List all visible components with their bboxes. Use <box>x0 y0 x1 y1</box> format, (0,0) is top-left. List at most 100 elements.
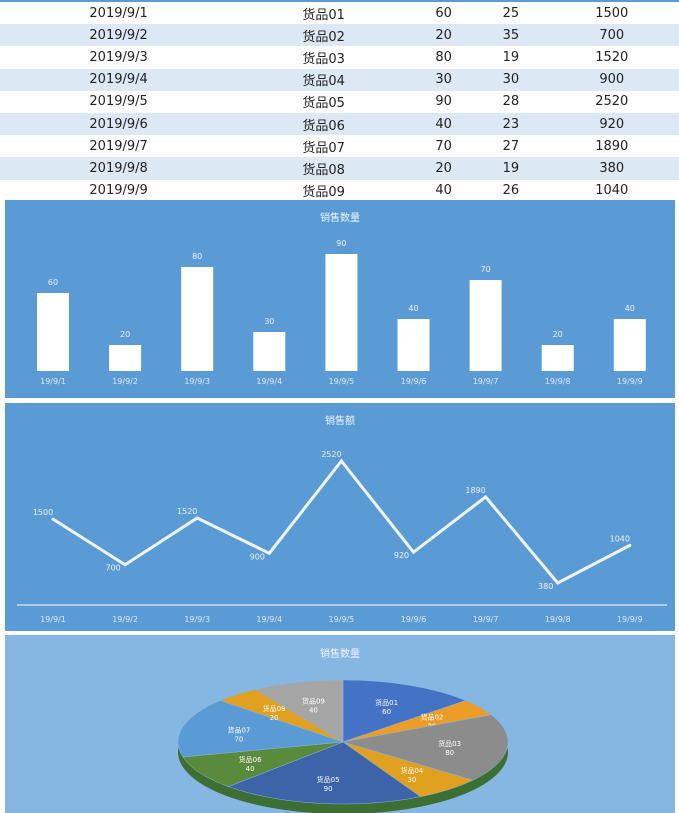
bar-category-label: 19/9/8 <box>545 377 571 386</box>
line-value-label: 920 <box>394 551 409 560</box>
pie-slice-label: 货品06 <box>239 755 262 764</box>
line-category-label: 19/9/6 <box>401 615 427 624</box>
table-cell: 40 <box>435 183 452 199</box>
line-series <box>52 458 631 585</box>
table-cell: 70 <box>435 138 452 154</box>
bar-value-label: 80 <box>192 252 202 261</box>
pie-slice <box>182 741 344 787</box>
table-cell: 20 <box>435 160 452 176</box>
line-value-label: 1040 <box>610 534 630 543</box>
table-row: 2019/9/1 货品01 60 25 1500 <box>0 0 679 25</box>
bar-value-label: 30 <box>264 317 274 326</box>
table-row: 2019/9/2 货品02 20 35 700 <box>0 24 679 47</box>
bar-category-label: 19/9/5 <box>329 377 355 386</box>
pie-chart-title: 销售数量 <box>320 647 360 660</box>
line-value-label: 1890 <box>465 486 485 495</box>
table-cell: 2019/9/2 <box>89 27 148 43</box>
bar-category-label: 19/9/9 <box>617 377 643 386</box>
bar-chart-title: 销售数量 <box>320 211 360 224</box>
bar <box>181 267 214 371</box>
pie-slice-value: 40 <box>309 706 318 714</box>
line-point <box>267 551 271 555</box>
table-cell: 380 <box>599 160 625 176</box>
table-cell: 货品06 <box>302 118 345 134</box>
line-point <box>339 459 343 463</box>
table-cell: 2019/9/6 <box>89 116 148 132</box>
table-cell: 19 <box>502 160 520 176</box>
pie-slice-label: 货品05 <box>317 775 340 784</box>
pie-slice-value: 90 <box>324 785 333 793</box>
pie-slice-value: 40 <box>246 765 255 773</box>
bar <box>541 345 574 371</box>
pie-slice-value: 20 <box>270 714 279 722</box>
table-cell: 2019/9/1 <box>0 0 238 25</box>
table-cell: 28 <box>502 94 520 110</box>
pie-slice <box>227 741 422 805</box>
pie-slice-value: 30 <box>407 776 416 784</box>
bar-category-label: 19/9/1 <box>40 377 66 386</box>
line-value-label: 380 <box>538 582 553 591</box>
table-cell: 1520 <box>595 49 629 65</box>
table-cell: 货品08 <box>302 162 345 178</box>
table-cell: 2520 <box>595 94 629 110</box>
table-cell: 货品04 <box>302 74 345 90</box>
bar-category-label: 19/9/7 <box>473 377 499 386</box>
line-value-label: 1500 <box>33 508 53 517</box>
pie-slice-label: 货品07 <box>227 725 250 734</box>
line-category-label: 19/9/5 <box>329 615 355 624</box>
table-cell: 90 <box>435 94 452 110</box>
pie-slice-label: 货品03 <box>438 739 461 748</box>
line-point <box>123 563 127 567</box>
bar-value-label: 60 <box>48 278 58 287</box>
line-chart-panel <box>5 403 675 631</box>
table-cell: 2019/9/8 <box>89 160 148 176</box>
pie-slice-label: 货品09 <box>302 696 325 705</box>
bar-value-label: 20 <box>553 330 563 339</box>
table-row: 2019/9/9 货品09 40 26 1040 <box>0 180 679 202</box>
table-cell: 2019/9/4 <box>89 72 148 88</box>
table-cell: 80 <box>435 49 452 65</box>
bar-value-label: 20 <box>120 330 130 339</box>
line-category-label: 19/9/8 <box>545 615 571 624</box>
line-category-label: 19/9/9 <box>617 615 643 624</box>
table-cell: 60 <box>410 0 478 25</box>
bar <box>613 319 646 371</box>
table-cell: 30 <box>502 72 520 88</box>
table-cell: 1890 <box>595 138 629 154</box>
pie-slice-value: 80 <box>445 749 454 757</box>
table-cell: 30 <box>435 72 452 88</box>
table-cell: 1040 <box>595 183 629 199</box>
table-cell: 货品02 <box>302 29 345 45</box>
table-cell: 2019/9/3 <box>89 49 148 65</box>
table-cell: 35 <box>502 27 520 43</box>
line-point <box>556 581 560 585</box>
line-point <box>412 550 415 554</box>
table-cell: 2019/9/7 <box>89 138 148 154</box>
pie-slice-label: 货品08 <box>263 704 286 713</box>
bar-value-label: 40 <box>408 304 418 313</box>
table-row: 2019/9/5 货品05 90 28 2520 <box>0 91 679 113</box>
bar-category-label: 19/9/2 <box>112 377 138 386</box>
pie-slice-value: 60 <box>382 708 391 716</box>
bar-value-label: 40 <box>625 304 635 313</box>
line-category-label: 19/9/4 <box>256 615 282 624</box>
line-category-label: 19/9/1 <box>40 615 66 624</box>
table-cell: 货品05 <box>302 96 345 112</box>
bar <box>253 332 286 371</box>
pie-slice-label: 货品02 <box>420 712 443 721</box>
sales-table: 2019/9/1 货品01 60 25 1500 2019/9/2 货品02 20 35 700 2… <box>0 0 679 202</box>
bar <box>397 319 430 371</box>
pie-slice-value: 70 <box>234 735 243 743</box>
line-category-label: 19/9/2 <box>112 615 138 624</box>
line-value-label: 700 <box>105 564 120 573</box>
pie-slice-label: 货品04 <box>400 766 423 775</box>
table-row: 2019/9/8 货品08 20 19 380 <box>0 157 679 180</box>
bar-category-label: 19/9/4 <box>256 377 282 386</box>
bar <box>37 293 69 371</box>
line-value-label: 900 <box>250 552 265 561</box>
pie-slice <box>342 679 467 743</box>
table-cell: 1500 <box>544 0 679 25</box>
line-point <box>51 517 55 521</box>
table-cell: 2019/9/5 <box>89 94 148 110</box>
bar <box>109 345 142 371</box>
